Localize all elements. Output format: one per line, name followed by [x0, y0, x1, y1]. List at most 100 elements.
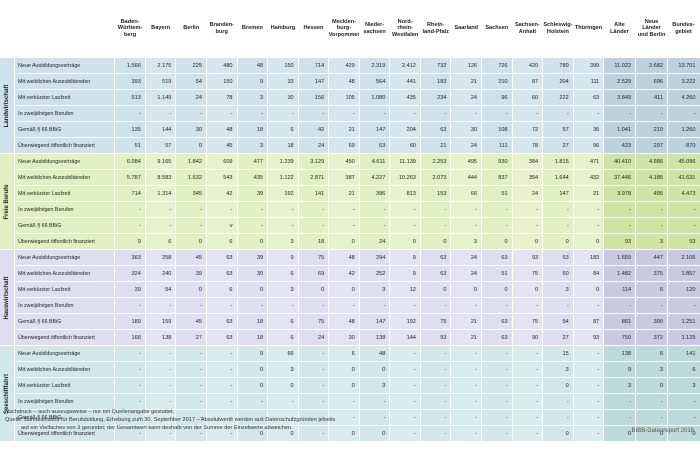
table-cell: -	[481, 361, 513, 378]
table-cell: 696	[635, 73, 668, 90]
table-cell: 2.073	[419, 169, 451, 186]
table-cell: -	[114, 377, 146, 394]
header-corner	[0, 0, 115, 58]
table-cell: 18	[267, 137, 299, 154]
table-cell: 66	[267, 345, 299, 362]
table-cell: 930	[481, 153, 513, 170]
table-cell: -	[450, 105, 482, 122]
row-label: Überwiegend öffentlich finanziert	[14, 425, 115, 442]
table-cell: 345	[175, 185, 207, 202]
table-cell: -	[144, 377, 176, 394]
table-cell: 0	[481, 281, 513, 298]
table-cell: 24	[297, 137, 329, 154]
row-label: Überwiegend öffentlich finanziert	[14, 329, 115, 346]
column-header: Saarland	[450, 0, 482, 58]
table-cell: 813	[389, 185, 421, 202]
column-header-line: Westfalen	[391, 31, 419, 38]
table-cell: 1.314	[144, 185, 176, 202]
table-cell: 63	[419, 249, 451, 266]
table-cell: 1.659	[603, 249, 636, 266]
table-cell: -	[419, 201, 451, 218]
table-cell: 4.611	[358, 153, 390, 170]
section-label: Freie Berufe	[4, 183, 11, 220]
table-cell: -	[328, 393, 360, 410]
table-cell: 3.849	[603, 89, 636, 106]
row-label: In zweijährigen Berufen	[14, 297, 115, 314]
table-cell: 1.815	[542, 153, 574, 170]
column-header-line: sachsen	[363, 28, 386, 35]
table-cell: 0	[328, 281, 360, 298]
table-cell: 126	[450, 57, 482, 74]
column-header-line: Hessen	[303, 25, 324, 32]
table-cell: -	[297, 105, 329, 122]
table-cell: 51	[114, 137, 146, 154]
table-cell: 2.175	[144, 57, 176, 74]
table-cell: 471	[572, 153, 604, 170]
row-label: Neue Ausbildungsverträge	[14, 153, 115, 170]
row-label: Neue Ausbildungsverträge	[14, 57, 115, 74]
table-cell: -	[297, 217, 329, 234]
table-cell: 252	[358, 265, 390, 282]
table-cell: -	[511, 105, 543, 122]
table-cell: 210	[481, 73, 513, 90]
table-cell: 60	[511, 89, 543, 106]
table-cell: 37.446	[603, 169, 636, 186]
table-cell: -	[297, 393, 329, 410]
table-cell: -	[389, 409, 421, 426]
column-header-line: und Berlin	[637, 31, 666, 38]
table-cell: 204	[389, 121, 421, 138]
table-cell: 30	[236, 265, 268, 282]
table-cell: 30	[267, 89, 299, 106]
table-cell: 93	[603, 233, 636, 250]
reprint-note: Nachdruck – auch auszugsweise – nur mit …	[5, 409, 175, 415]
table-cell: 42	[205, 185, 238, 202]
table-cell: 1.125	[666, 329, 700, 346]
table-cell: 495	[635, 185, 668, 202]
table-cell: 21	[450, 73, 482, 90]
table-cell: 12	[389, 281, 421, 298]
column-header-line: Berlin	[183, 25, 200, 32]
section-label-cell: Seeschifffahrt	[0, 345, 16, 442]
table-cell: 15	[542, 345, 574, 362]
table-cell: 0	[419, 233, 451, 250]
table-cell: -	[603, 409, 636, 426]
table-cell: 3	[542, 281, 574, 298]
table-cell: 48	[205, 121, 238, 138]
table-cell: 51	[481, 185, 513, 202]
column-header: Sachsen	[481, 0, 513, 58]
table-cell: 63	[419, 265, 451, 282]
row-label: Mit weiblichen Auszubildenden	[14, 169, 115, 186]
row-label: Neue Ausbildungsverträge	[14, 345, 115, 362]
table-cell: -	[481, 201, 513, 218]
table-cell: 24	[358, 233, 390, 250]
table-cell: 1.239	[267, 153, 299, 170]
table-cell: -	[666, 393, 700, 410]
table-cell: -	[511, 393, 543, 410]
table-cell: 0	[328, 361, 360, 378]
column-header-line: Bremen	[241, 25, 263, 32]
table-cell: 4.227	[358, 169, 390, 186]
row-label: Neue Ausbildungsverträge	[14, 249, 115, 266]
table-cell: 732	[419, 57, 451, 74]
table-cell: 105	[328, 89, 360, 106]
column-header-line: Länder	[642, 25, 661, 32]
table-cell: -	[666, 217, 700, 234]
section-label-cell: Freie Berufe	[0, 153, 16, 250]
table-cell: -	[481, 393, 513, 410]
table-cell: 423	[603, 137, 636, 154]
table-cell: -	[236, 217, 268, 234]
table-cell: 21	[328, 185, 360, 202]
table-cell: 0	[267, 377, 299, 394]
source-note: Quelle: Bundesinstitut für Berufsbildung…	[5, 417, 336, 423]
table-row: Mit verkürzter Laufzeit 39 54 0 6 0 3 0 0 3 12 0 0 0 0…	[0, 281, 700, 298]
table-row: Gemäß § 66 BBiG 135 144 30 48 18 6 42 21 147 204 63…	[0, 121, 700, 138]
table-cell: -	[542, 409, 574, 426]
column-header-line: Sachsen	[485, 25, 509, 32]
table-cell: 63	[481, 249, 513, 266]
table-cell: 450	[328, 153, 360, 170]
table-cell: 6	[205, 233, 238, 250]
row-label: In zweijährigen Berufen	[14, 201, 115, 218]
row-label: Mit weiblichen Auszubildenden	[14, 265, 115, 282]
table-cell: 144	[144, 121, 176, 138]
table-cell: 36	[572, 121, 604, 138]
